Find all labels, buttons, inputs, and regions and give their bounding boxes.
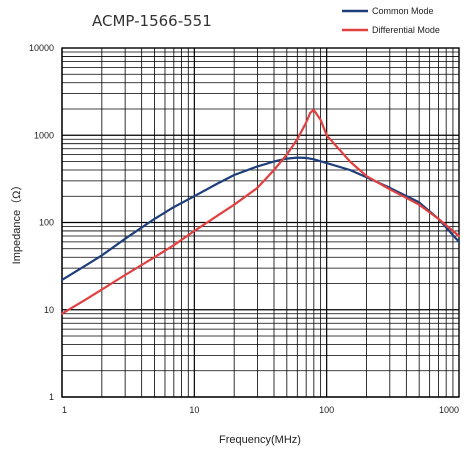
y-tick-label: 10	[44, 305, 54, 315]
y-tick-label: 10000	[29, 43, 54, 53]
legend: Common Mode Differential Mode	[342, 6, 440, 35]
y-tick-label: 1	[49, 392, 54, 402]
x-tick-labels: 1 10 100 1000	[62, 405, 459, 415]
x-tick-label: 1000	[439, 405, 459, 415]
y-axis-label: Impedance（Ω）	[10, 180, 23, 265]
x-tick-label: 1	[62, 405, 67, 415]
x-tick-label: 10	[189, 405, 199, 415]
y-tick-labels: 1 10 100 1000 10000	[29, 43, 54, 402]
legend-label-differential-mode: Differential Mode	[372, 25, 440, 35]
x-axis-label: Frequency(MHz)	[219, 434, 301, 446]
x-tick-label: 100	[319, 405, 334, 415]
y-tick-label: 100	[39, 218, 54, 228]
series-line-common-mode	[62, 158, 459, 280]
legend-label-common-mode: Common Mode	[372, 6, 434, 16]
y-tick-label: 1000	[34, 130, 54, 140]
chart-title: ACMP-1566-551	[92, 12, 212, 30]
